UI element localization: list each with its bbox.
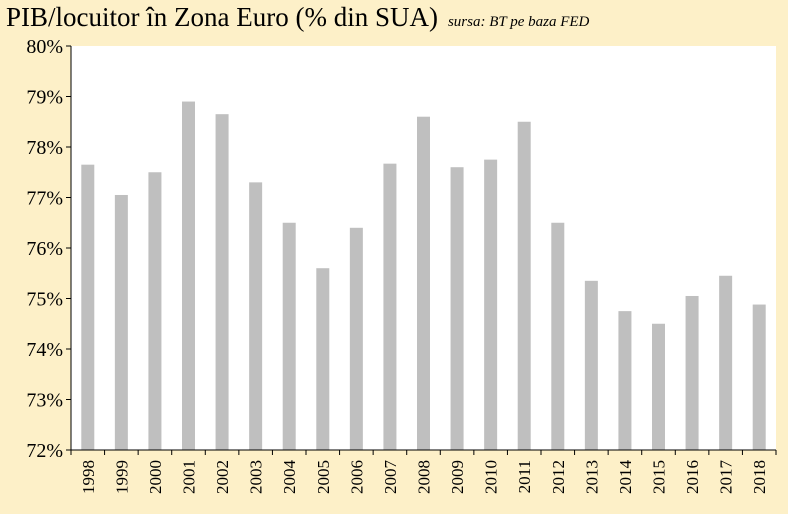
- chart-header: PIB/locuitor în Zona Euro (% din SUA) su…: [6, 2, 589, 38]
- x-tick-label: 2005: [314, 460, 333, 494]
- bar-1999: [114, 194, 128, 450]
- bar-2001: [182, 101, 195, 451]
- bar-2007: [383, 163, 397, 450]
- x-tick-label: 2006: [347, 460, 366, 494]
- x-tick-label: 2017: [717, 460, 736, 495]
- y-tick-label: 75%: [26, 289, 63, 311]
- y-axis-ticks: 72% 73% 74% 75% 76% 77% 78% 79% 80%: [26, 36, 71, 462]
- y-tick-label: 74%: [26, 339, 63, 361]
- bar-2010: [484, 159, 498, 451]
- x-tick-label: 2012: [549, 460, 568, 494]
- x-tick-label: 2010: [482, 460, 501, 494]
- bar-2008: [417, 116, 430, 450]
- bar-2013: [584, 280, 598, 450]
- y-tick-label: 79%: [26, 87, 63, 109]
- x-tick-label: 2007: [381, 460, 400, 495]
- bar-2011: [517, 121, 531, 450]
- bar-2017: [719, 275, 733, 450]
- x-tick-label: 2009: [448, 460, 467, 494]
- x-axis-ticks: 1998 1999 2000 2001 2002 2003 2004 2005 2006 2007…: [70, 450, 777, 495]
- bar-2016: [685, 295, 699, 450]
- y-tick-label: 80%: [26, 36, 63, 58]
- y-tick-label: 73%: [26, 390, 63, 412]
- x-tick-label: 2003: [247, 460, 266, 494]
- chart-title: PIB/locuitor în Zona Euro (% din SUA): [6, 2, 438, 32]
- x-tick-label: 2011: [515, 460, 534, 493]
- x-tick-label: 2008: [415, 460, 434, 494]
- y-tick-label: 77%: [26, 188, 63, 210]
- y-tick-label: 78%: [26, 137, 63, 159]
- bar-2000: [148, 172, 162, 450]
- x-tick-label: 2001: [180, 460, 199, 494]
- x-tick-label: 2014: [616, 460, 635, 495]
- x-tick-label: 2002: [213, 460, 232, 494]
- bar-2004: [282, 222, 296, 450]
- x-tick-label: 1999: [112, 460, 131, 494]
- x-tick-label: 2000: [146, 460, 165, 494]
- x-tick-label: 2015: [650, 460, 669, 494]
- bar-2012: [551, 222, 565, 450]
- bar-2002: [215, 114, 229, 451]
- x-tick-label: 2016: [683, 460, 702, 494]
- bar-2018: [752, 304, 766, 450]
- x-tick-label: 2018: [750, 460, 769, 494]
- bar-2009: [450, 167, 464, 450]
- y-tick-label: 76%: [26, 238, 63, 260]
- bar-2014: [618, 311, 632, 451]
- x-tick-label: 2004: [280, 460, 299, 495]
- y-tick-label: 72%: [26, 440, 63, 462]
- chart-source: sursa: BT pe baza FED: [447, 14, 590, 30]
- bar-2015: [652, 323, 665, 450]
- bar-2003: [249, 182, 263, 450]
- bar-1998: [81, 164, 95, 451]
- x-tick-label: 2013: [582, 460, 601, 494]
- bars-group: [81, 101, 766, 451]
- bar-2005: [316, 268, 330, 450]
- bar-2006: [349, 227, 363, 450]
- x-tick-label: 1998: [79, 460, 98, 494]
